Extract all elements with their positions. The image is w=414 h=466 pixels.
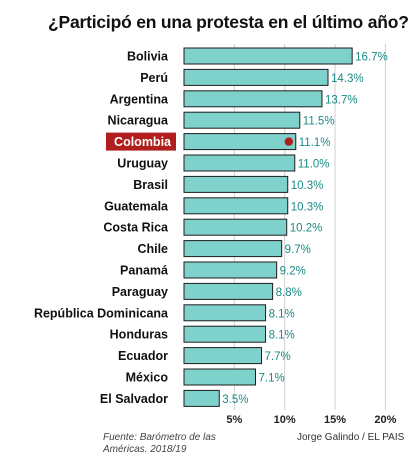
category-label: México bbox=[126, 371, 169, 385]
bar bbox=[183, 368, 256, 386]
value-label: 11.5% bbox=[303, 116, 335, 128]
value-label: 10.3% bbox=[291, 201, 324, 213]
value-label: 8.1% bbox=[269, 330, 295, 342]
category-label: Ecuador bbox=[118, 349, 168, 363]
bar bbox=[183, 240, 283, 258]
category-label: Paraguay bbox=[112, 285, 168, 299]
bar bbox=[183, 261, 278, 279]
category-label: República Dominicana bbox=[34, 306, 169, 320]
bar bbox=[183, 175, 289, 193]
credit-note: Jorge Galindo / EL PAIS bbox=[297, 432, 405, 443]
bars bbox=[183, 47, 353, 407]
value-label: 9.2% bbox=[280, 266, 306, 278]
value-label: 13.7% bbox=[325, 94, 358, 106]
bar bbox=[183, 282, 274, 300]
category-label: Guatemala bbox=[104, 199, 169, 213]
bar bbox=[183, 304, 267, 322]
value-labels: 16.7% 14.3% 13.7% 11.5% 11.1% 11.0% 10.3% 10.3%… bbox=[222, 52, 388, 406]
category-label: Costa Rica bbox=[103, 221, 169, 235]
category-label: Chile bbox=[137, 242, 168, 256]
category-label: Perú bbox=[140, 71, 168, 85]
value-label: 7.7% bbox=[265, 351, 291, 363]
category-label: Colombia bbox=[114, 135, 172, 149]
category-label: Honduras bbox=[110, 328, 168, 342]
bar bbox=[183, 68, 329, 86]
bar bbox=[183, 325, 267, 343]
value-label: 8.8% bbox=[276, 287, 302, 299]
x-tick-label: 15% bbox=[324, 414, 346, 426]
bar bbox=[183, 154, 296, 172]
value-label: 10.2% bbox=[290, 223, 323, 235]
category-label: Uruguay bbox=[117, 157, 168, 171]
category-label: El Salvador bbox=[100, 392, 168, 406]
category-label: Panamá bbox=[120, 264, 168, 278]
bar bbox=[183, 347, 263, 365]
value-label: 8.1% bbox=[269, 308, 295, 320]
value-label: 10.3% bbox=[291, 180, 324, 192]
value-label: 7.1% bbox=[258, 373, 284, 385]
category-label: Argentina bbox=[110, 92, 169, 106]
value-label: 3.5% bbox=[222, 394, 248, 406]
value-label: 14.3% bbox=[331, 73, 364, 85]
x-tick-label: 20% bbox=[374, 414, 396, 426]
value-label: 11.0% bbox=[298, 159, 330, 171]
chart-title: ¿Participó en una protesta en el último … bbox=[48, 12, 409, 32]
highlight-dot bbox=[284, 137, 293, 146]
category-label: Brasil bbox=[133, 178, 168, 192]
bar bbox=[183, 111, 301, 129]
bar bbox=[183, 389, 220, 407]
x-tick-label: 10% bbox=[274, 414, 296, 426]
value-label: 11.1% bbox=[299, 137, 331, 149]
category-labels: Bolivia Perú Argentina Nicaragua Colombia Uru… bbox=[34, 50, 176, 406]
value-label: 9.7% bbox=[285, 244, 311, 256]
value-label: 16.7% bbox=[355, 52, 388, 64]
bar bbox=[183, 197, 289, 215]
bar bbox=[183, 90, 323, 108]
bar bbox=[183, 47, 353, 65]
x-axis-ticks: 5% 10% 15% 20% bbox=[226, 414, 396, 426]
category-label: Bolivia bbox=[127, 50, 169, 64]
x-tick-label: 5% bbox=[226, 414, 242, 426]
bar bbox=[183, 133, 297, 151]
source-note: Fuente: Barómetro de las Américas. 2018/… bbox=[103, 432, 216, 455]
category-label: Nicaragua bbox=[108, 114, 169, 128]
bar bbox=[183, 218, 288, 236]
highlight-label-box bbox=[106, 132, 176, 151]
